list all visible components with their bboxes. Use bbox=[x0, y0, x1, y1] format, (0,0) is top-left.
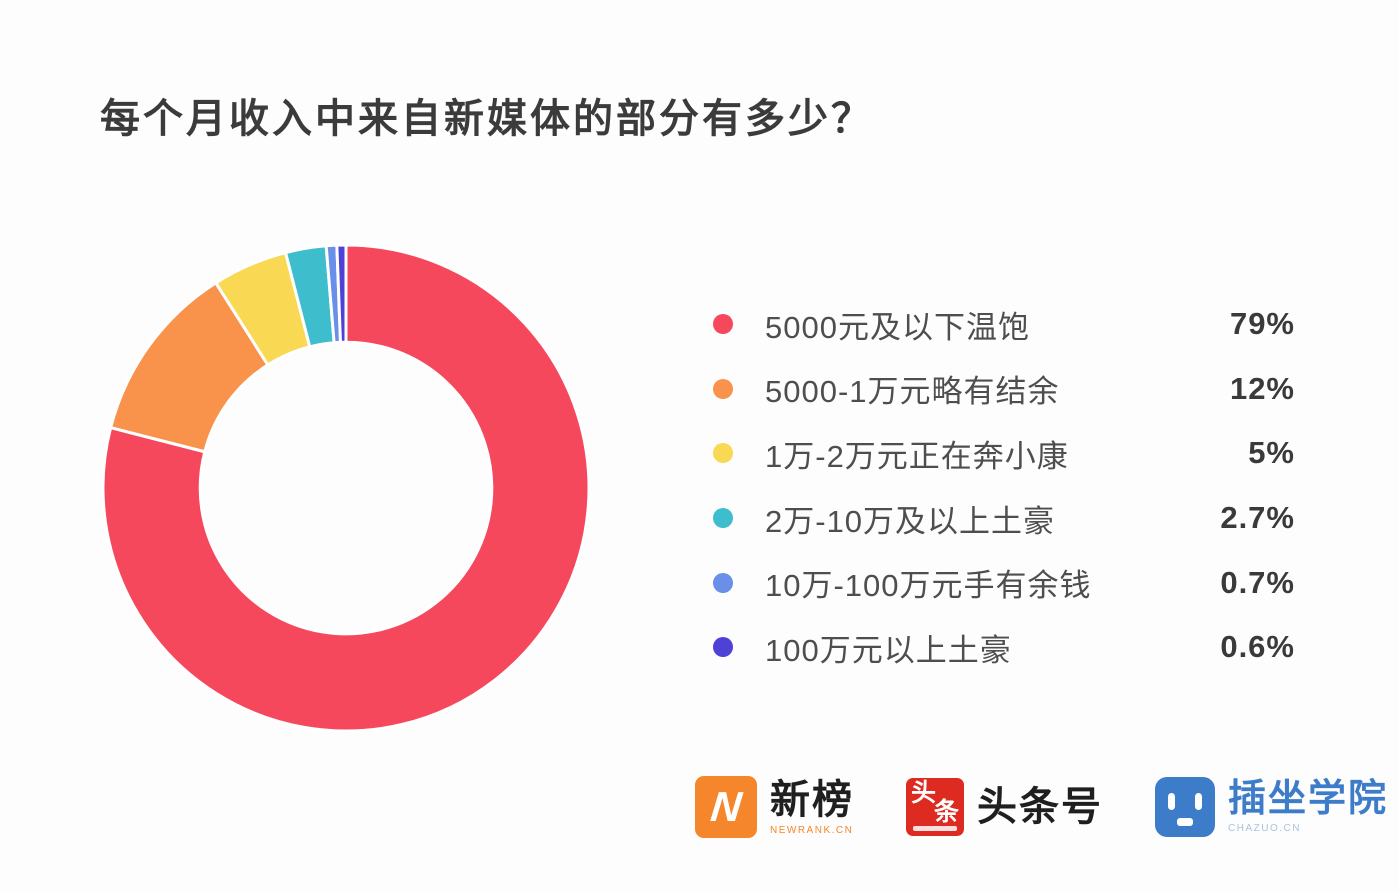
toutiao-icon-char-2: 条 bbox=[933, 798, 959, 826]
chart-legend: 5000元及以下温饱 79% 5000-1万元略有结余 12% 1万-2万元正在… bbox=[713, 292, 1295, 680]
chazuo-text: 插坐学院 CHAZUO.CN bbox=[1228, 777, 1389, 835]
toutiao-logo: 头 条 头条号 bbox=[906, 778, 1103, 836]
chazuo-subtitle: CHAZUO.CN bbox=[1228, 823, 1301, 835]
legend-row: 2万-10万及以上土豪 2.7% bbox=[713, 486, 1295, 551]
legend-row: 10万-100万元手有余钱 0.7% bbox=[713, 550, 1295, 615]
legend-label: 100万元以上土豪 bbox=[765, 632, 1012, 668]
newrank-text: 新榜 NEWRANK.CN bbox=[770, 779, 854, 836]
legend-dot-icon bbox=[713, 637, 733, 658]
newrank-icon: N bbox=[695, 776, 757, 838]
legend-value: 0.7% bbox=[1220, 564, 1295, 600]
legend-dot-icon bbox=[713, 572, 733, 593]
legend-row: 5000-1万元略有结余 12% bbox=[713, 357, 1295, 422]
legend-label: 5000元及以下温饱 bbox=[765, 309, 1030, 345]
legend-row: 5000元及以下温饱 79% bbox=[713, 292, 1295, 357]
legend-value: 5% bbox=[1248, 435, 1295, 471]
legend-value: 0.6% bbox=[1220, 629, 1295, 665]
legend-label: 5000-1万元略有结余 bbox=[765, 374, 1060, 410]
donut-chart-svg bbox=[101, 243, 591, 733]
legend-dot-icon bbox=[713, 314, 733, 335]
legend-label: 10万-100万元手有余钱 bbox=[765, 568, 1092, 604]
toutiao-title: 头条号 bbox=[977, 785, 1103, 829]
legend-dot-icon bbox=[713, 443, 733, 464]
legend-row: 100万元以上土豪 0.6% bbox=[713, 615, 1295, 680]
chazuo-eye-right bbox=[1195, 793, 1202, 810]
chazuo-mouth bbox=[1177, 818, 1193, 826]
toutiao-icon-band bbox=[913, 826, 957, 831]
newrank-subtitle: NEWRANK.CN bbox=[770, 824, 854, 836]
legend-value: 79% bbox=[1229, 306, 1295, 342]
chazuo-face-icon bbox=[1155, 777, 1215, 837]
legend-dot-icon bbox=[713, 378, 733, 399]
footer-logos: N 新榜 NEWRANK.CN 头 条 头条号 bbox=[695, 776, 1388, 838]
legend-row: 1万-2万元正在奔小康 5% bbox=[713, 421, 1295, 486]
toutiao-text: 头条号 bbox=[977, 786, 1103, 828]
legend-value: 12% bbox=[1229, 370, 1295, 406]
chazuo-title: 插坐学院 bbox=[1228, 777, 1389, 820]
donut-slice-0 bbox=[101, 243, 591, 733]
newrank-logo: N 新榜 NEWRANK.CN bbox=[695, 776, 854, 838]
toutiao-icon: 头 条 bbox=[906, 778, 964, 836]
chazuo-logo: 插坐学院 CHAZUO.CN bbox=[1155, 777, 1388, 837]
newrank-n-glyph: N bbox=[708, 783, 744, 830]
legend-label: 2万-10万及以上土豪 bbox=[765, 503, 1056, 539]
newrank-title: 新榜 bbox=[770, 777, 854, 822]
donut-chart bbox=[101, 243, 591, 733]
legend-label: 1万-2万元正在奔小康 bbox=[765, 438, 1069, 474]
legend-dot-icon bbox=[713, 508, 733, 529]
donut-slice-5 bbox=[335, 243, 348, 344]
legend-value: 2.7% bbox=[1220, 500, 1295, 536]
page-title: 每个月收入中来自新媒体的部分有多少？ bbox=[100, 97, 874, 141]
toutiao-icon-char-1: 头 bbox=[911, 779, 937, 807]
chazuo-eye-left bbox=[1168, 793, 1175, 810]
